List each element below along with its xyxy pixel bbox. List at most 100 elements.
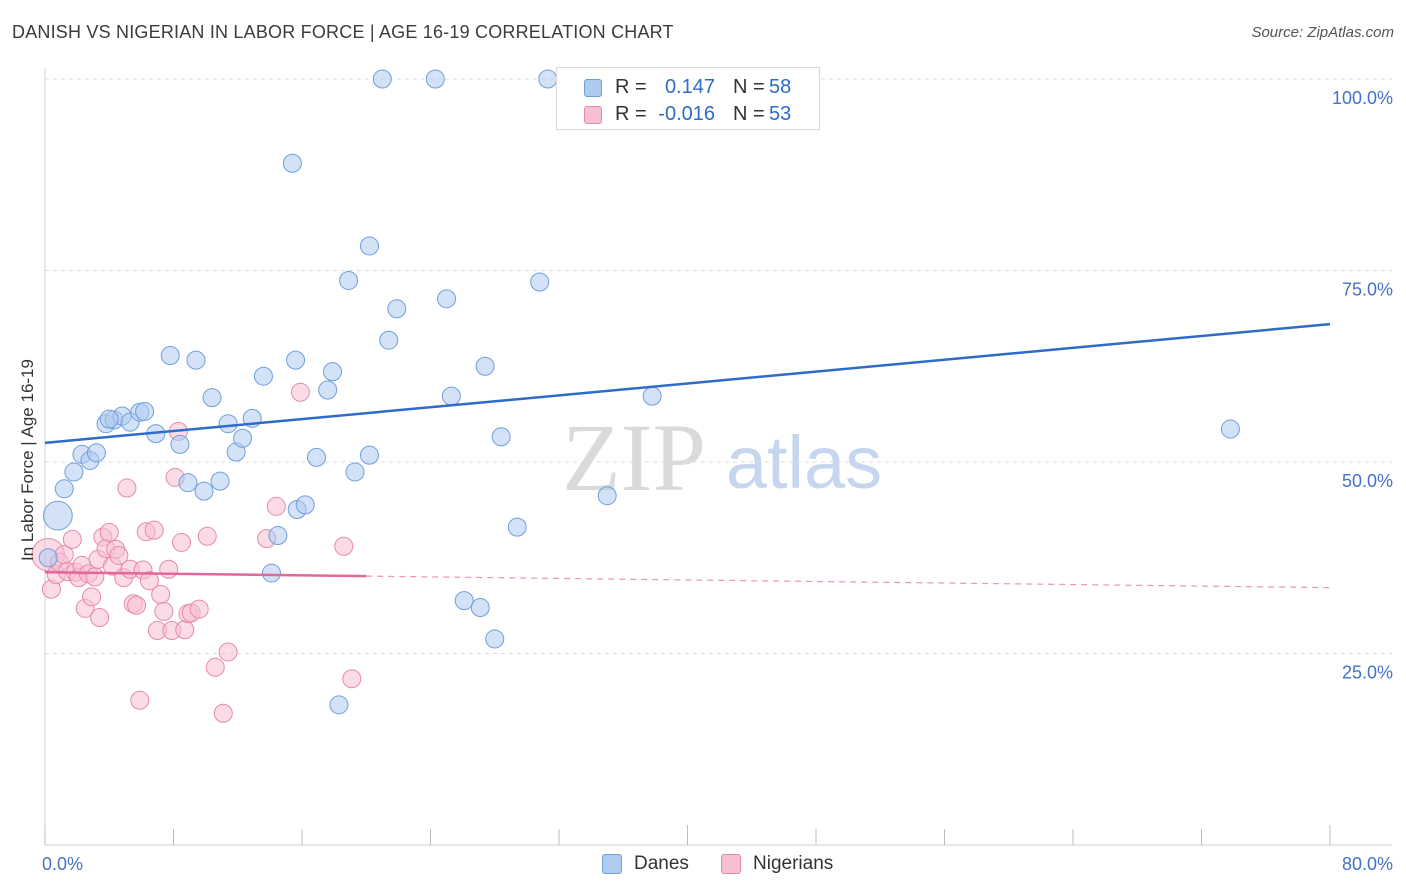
dane-point-49 <box>491 427 511 447</box>
danes-n-label: N = <box>733 76 765 98</box>
dane-point-15 <box>178 473 198 493</box>
x-tick-label-0: 0.0% <box>42 854 83 874</box>
dane-point-22 <box>233 428 253 448</box>
nigerians-n-label: N = <box>733 103 765 125</box>
dane-point-36 <box>345 462 365 482</box>
legend-danes-label: Danes <box>634 853 689 874</box>
chart-source: Source: ZipAtlas.com <box>1251 24 1394 41</box>
axes <box>44 68 1392 846</box>
nigerian-point-27 <box>130 690 150 710</box>
dane-point-47 <box>475 356 495 376</box>
nigerians-points <box>31 382 362 723</box>
dane-point-53 <box>597 486 617 506</box>
dane-point-37 <box>359 236 379 256</box>
nigerian-point-44 <box>197 526 217 546</box>
nigerians-trendline-solid <box>44 571 367 578</box>
tick-labels: 25.0% 50.0% 75.0% 100.0% 0.0% 80.0% <box>42 88 1393 874</box>
legend-row-danes: R = 0.147 N = 58 <box>557 74 821 102</box>
nigerian-point-49 <box>266 496 286 516</box>
dane-point-33 <box>323 362 343 382</box>
nigerian-point-18 <box>99 522 119 542</box>
dane-point-38 <box>359 445 379 465</box>
dane-point-46 <box>470 598 490 618</box>
nigerian-point-23 <box>117 478 137 498</box>
nigerian-point-26 <box>127 595 147 615</box>
nigerian-point-47 <box>218 642 238 662</box>
dane-point-55 <box>1220 419 1240 439</box>
dane-point-43 <box>437 289 457 309</box>
danes-r-label: R = <box>615 76 647 98</box>
nigerians-swatch <box>584 106 602 124</box>
dane-point-2 <box>64 462 84 482</box>
dane-point-27 <box>282 153 302 173</box>
dane-point-25 <box>261 563 281 583</box>
y-tick-label-2: 75.0% <box>1342 280 1393 300</box>
dane-point-20 <box>218 414 238 434</box>
y-tick-label-0: 25.0% <box>1342 663 1393 683</box>
dane-point-40 <box>379 330 399 350</box>
dane-point-32 <box>318 380 338 400</box>
nigerian-point-35 <box>159 559 179 579</box>
dane-point-14 <box>170 434 190 454</box>
dane-point-41 <box>387 299 407 319</box>
dane-point-52 <box>538 69 558 89</box>
nigerian-point-50 <box>290 382 310 402</box>
nigerians-r-value: -0.016 <box>658 103 715 125</box>
dane-point-24 <box>253 366 273 386</box>
dane-point-48 <box>485 629 505 649</box>
danes-swatch <box>584 79 602 97</box>
danes-trendline <box>44 322 1331 445</box>
dane-point-54 <box>642 386 662 406</box>
dane-point-42 <box>425 69 445 89</box>
nigerian-point-34 <box>154 601 174 621</box>
dane-point-5 <box>86 443 106 463</box>
danes-r-value: 0.147 <box>664 76 715 98</box>
dane-point-50 <box>507 517 527 537</box>
nigerian-point-46 <box>213 703 233 723</box>
dane-point-44 <box>441 386 461 406</box>
dane-point-39 <box>372 69 392 89</box>
dane-point-0 <box>42 500 73 531</box>
series-legend: Danes Nigerians <box>0 852 1406 878</box>
dane-point-35 <box>339 270 359 290</box>
legend-nigerians-label: Nigerians <box>753 853 834 874</box>
correlation-legend: R = 0.147 N = 58 R = -0.016 N = 53 <box>556 67 820 130</box>
watermark-zip: ZIP <box>562 404 706 511</box>
y-tick-label-3: 100.0% <box>1332 88 1393 108</box>
dane-point-17 <box>194 481 214 501</box>
nigerian-point-12 <box>82 587 102 607</box>
nigerian-point-15 <box>90 607 110 627</box>
nigerian-point-43 <box>189 599 209 619</box>
nigerian-point-52 <box>342 669 362 689</box>
nigerian-point-39 <box>172 532 192 552</box>
legend-danes-swatch <box>602 854 622 874</box>
dane-point-31 <box>306 447 326 467</box>
nigerians-trendline-dashed <box>366 575 1331 589</box>
dane-point-18 <box>202 388 222 408</box>
nigerian-point-31 <box>144 520 164 540</box>
dane-point-28 <box>286 350 306 370</box>
dane-point-51 <box>530 272 550 292</box>
dane-point-1 <box>54 479 74 499</box>
y-axis-label: In Labor Force | Age 16-19 <box>18 359 37 561</box>
nigerian-point-33 <box>151 585 171 605</box>
danes-n-value: 58 <box>769 76 792 98</box>
dane-point-16 <box>186 350 206 370</box>
dane-point-34 <box>329 695 349 715</box>
nigerian-point-45 <box>205 657 225 677</box>
nigerian-point-21 <box>109 545 129 565</box>
danes-points <box>38 69 1240 715</box>
gridlines <box>45 78 1392 654</box>
legend-nigerians-swatch <box>721 854 741 874</box>
nigerians-n-value: 53 <box>769 103 792 125</box>
nigerian-point-51 <box>334 536 354 556</box>
dane-point-30 <box>295 495 315 515</box>
nigerian-point-6 <box>62 529 82 549</box>
nigerian-point-30 <box>139 571 159 591</box>
y-tick-label-1: 50.0% <box>1342 471 1393 491</box>
dane-point-13 <box>160 346 180 366</box>
nigerians-r-label: R = <box>615 103 647 125</box>
legend-row-nigerians: R = -0.016 N = 53 <box>557 101 821 129</box>
trendlines <box>44 322 1331 589</box>
